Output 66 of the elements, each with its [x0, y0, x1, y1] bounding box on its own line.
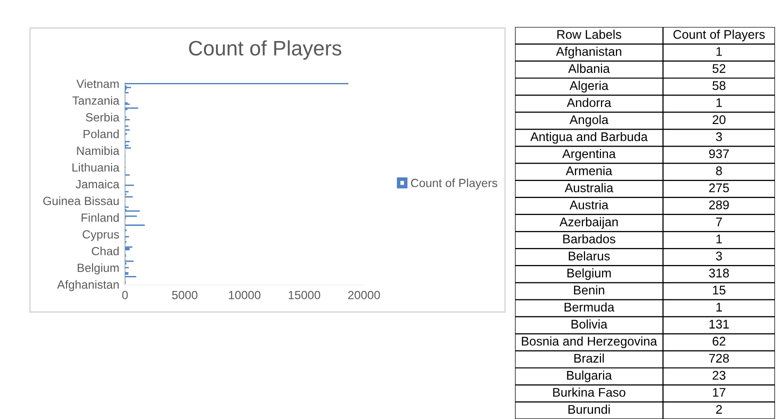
data-label: 3: [716, 252, 722, 260]
data-label: 1: [716, 234, 722, 244]
category-label: Bulgaria: [567, 370, 612, 382]
text: Count of Players: [673, 30, 765, 42]
x-tick-label: 15000: [288, 290, 320, 300]
category-label: Antigua and Barbuda: [530, 132, 648, 144]
data-label: 131: [710, 320, 729, 329]
data-label: 2: [716, 404, 722, 414]
data-label: 15: [713, 286, 726, 295]
category-label: Albania: [568, 64, 610, 73]
category-label: Belarus: [568, 251, 610, 260]
y-tick-label: Tanzania: [72, 96, 120, 105]
data-label: 1: [716, 47, 722, 56]
data-label: 728: [709, 354, 729, 363]
x-tick-label: 0: [122, 290, 128, 300]
data-label: 3: [716, 132, 722, 142]
data-label: 275: [709, 183, 729, 192]
category-label: Australia: [564, 183, 614, 192]
category-label: Argentina: [562, 149, 616, 161]
data-label: 58: [712, 81, 726, 90]
data-label: 17: [713, 388, 726, 397]
y-tick-label: Belgium: [78, 263, 119, 274]
category-label: Burundi: [568, 404, 610, 414]
y-tick-label: Vietnam: [76, 79, 119, 88]
text: Row Labels: [557, 30, 622, 39]
x-tick-label: 5000: [172, 290, 198, 300]
y-tick-label: Guinea Bissau: [43, 196, 119, 206]
y-tick-label: Lithuania: [72, 162, 120, 172]
category-label: Armenia: [566, 166, 612, 176]
data-label: 318: [709, 268, 729, 278]
data-label: 23: [712, 370, 726, 380]
data-label: 20: [712, 115, 726, 124]
y-tick-label: Cyprus: [82, 230, 120, 241]
category-label: Bermuda: [564, 302, 614, 312]
x-tick-label: 10000: [228, 290, 260, 300]
category-label: Austria: [570, 200, 608, 210]
data-label: 289: [709, 200, 729, 210]
category-label: Andorra: [566, 98, 612, 108]
category-label: Brazil: [574, 354, 604, 363]
category-label: Burkina Faso: [553, 388, 626, 397]
x-tick-label: 20000: [348, 290, 380, 300]
category-label: Belgium: [567, 268, 611, 280]
category-label: Angola: [570, 114, 608, 127]
category-label: Afghanistan: [556, 46, 622, 58]
y-tick-label: Namibia: [77, 146, 120, 155]
category-label: Benin: [574, 285, 604, 295]
category-label: Algeria: [570, 80, 608, 92]
data-label: 1: [716, 302, 722, 312]
y-tick-label: Poland: [84, 130, 119, 138]
y-tick-label: Afghanistan: [57, 280, 119, 292]
data-label: 52: [712, 64, 726, 73]
data-label: 1: [716, 98, 722, 107]
y-tick-label: Serbia: [86, 112, 120, 122]
category-label: Barbados: [563, 234, 616, 244]
chart-title: Count of Players: [189, 40, 342, 60]
category-label: Azerbaijan: [559, 217, 618, 229]
data-label: 937: [709, 149, 729, 158]
data-label: 7: [716, 218, 722, 226]
category-label: Bolivia: [572, 319, 608, 329]
category-label: Bosnia and Herzegovina: [522, 336, 658, 348]
y-tick-label: Jamaica: [76, 180, 120, 188]
y-tick-label: Finland: [82, 213, 119, 222]
y-tick-label: Chad: [92, 246, 119, 256]
data-label: 62: [712, 336, 726, 346]
data-label: 8: [716, 166, 722, 176]
legend-label: Count of Players: [411, 178, 498, 190]
